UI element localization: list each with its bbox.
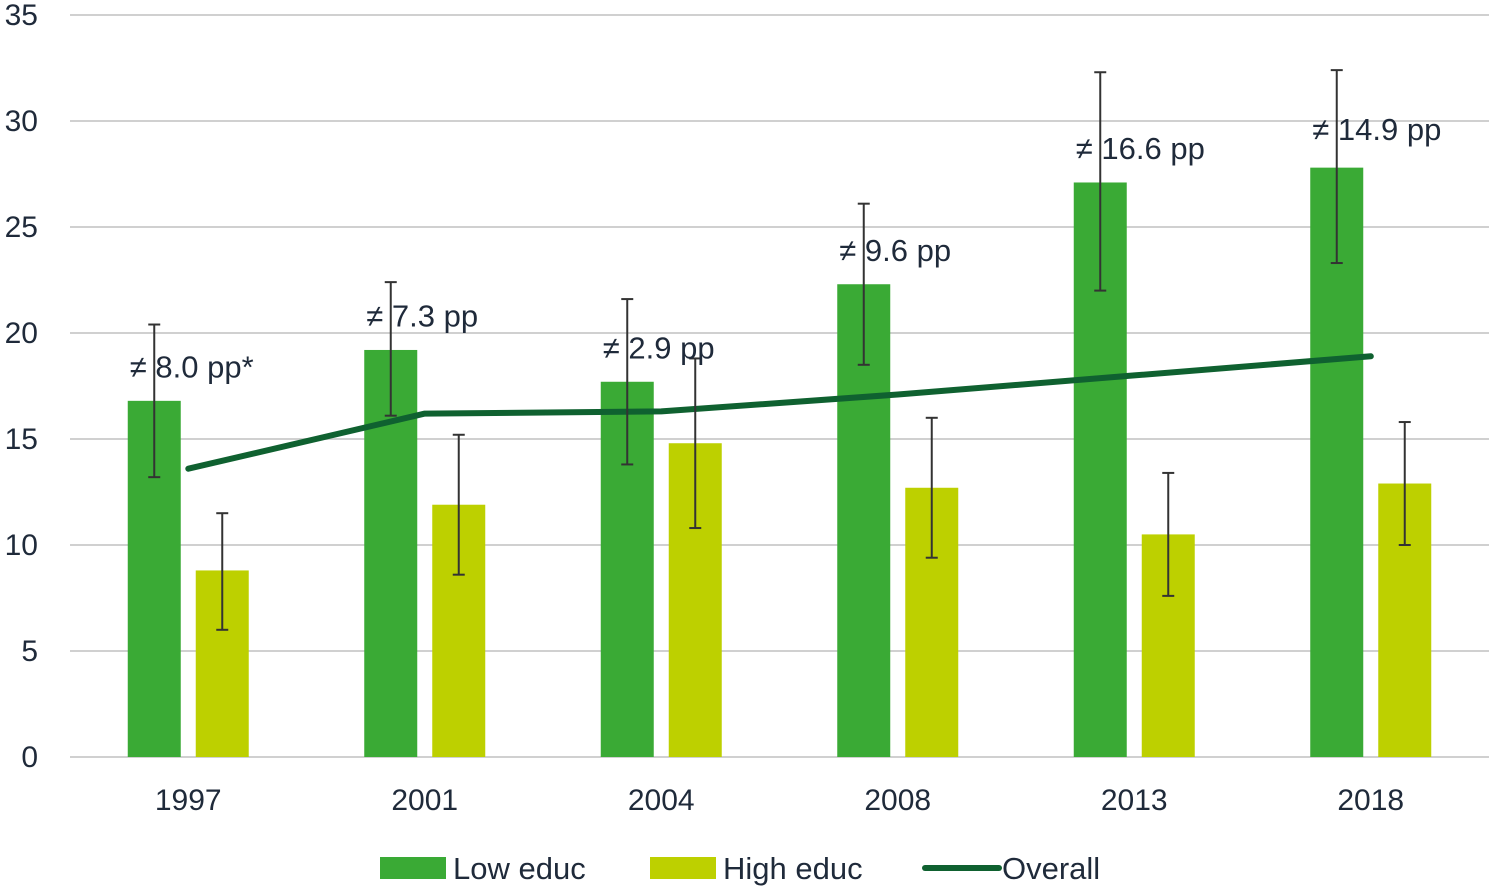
line-series-overall <box>185 353 1374 472</box>
gap-annotations: ≠ 8.0 pp* ≠ 7.3 pp ≠ 2.9 pp ≠ 9.6 pp ≠ 16.6 … <box>130 112 1442 384</box>
y-tick-label: 25 <box>5 211 38 244</box>
y-tick-label: 5 <box>21 635 38 668</box>
gap-annotation-2013: ≠ 16.6 pp <box>1076 131 1205 166</box>
bars <box>127 167 1432 758</box>
y-tick-label: 10 <box>5 529 38 562</box>
error-bar-low-educ-2004 <box>621 298 634 466</box>
error-bar-low-educ-2001 <box>384 281 397 417</box>
error-bar-high-educ-2008 <box>925 416 938 559</box>
gap-annotation-2001: ≠ 7.3 pp <box>366 299 478 334</box>
x-tick-label-2018: 2018 <box>1337 784 1404 817</box>
legend-item-overall: Overall <box>922 851 1100 886</box>
gap-annotation-1997: ≠ 8.0 pp* <box>130 350 254 385</box>
gridlines <box>70 14 1489 758</box>
y-tick-label: 35 <box>5 0 38 32</box>
legend-swatch <box>650 857 716 879</box>
error-bar-low-educ-2008 <box>857 202 870 366</box>
overall-line <box>185 353 1374 472</box>
x-tick-label-2001: 2001 <box>391 784 458 817</box>
x-tick-label-2013: 2013 <box>1101 784 1168 817</box>
y-axis-ticks: 0 5 10 15 20 25 30 35 <box>5 0 38 774</box>
bar-low-educ-2018 <box>1310 167 1364 757</box>
y-tick-label: 30 <box>5 105 38 138</box>
x-tick-label-1997: 1997 <box>155 784 222 817</box>
error-bar-low-educ-2018 <box>1330 69 1343 265</box>
gap-annotation-2018: ≠ 14.9 pp <box>1312 112 1441 147</box>
error-bars <box>148 69 1411 631</box>
legend-label: Overall <box>1002 851 1100 886</box>
error-bar-high-educ-2001 <box>452 433 465 576</box>
y-tick-label: 0 <box>21 741 38 774</box>
error-bar-high-educ-2004 <box>689 357 702 530</box>
x-tick-label-2008: 2008 <box>864 784 931 817</box>
gap-annotation-2008: ≠ 9.6 pp <box>839 233 951 268</box>
y-tick-label: 20 <box>5 317 38 350</box>
legend-swatch <box>380 857 446 879</box>
error-bar-high-educ-2013 <box>1162 471 1175 597</box>
legend: Low educ High educ Overall <box>380 851 1100 886</box>
y-tick-label: 15 <box>5 423 38 456</box>
error-bar-high-educ-1997 <box>216 512 229 631</box>
x-axis-ticks: 1997 2001 2004 2008 2013 2018 <box>155 784 1404 817</box>
x-tick-label-2004: 2004 <box>628 784 695 817</box>
error-bar-low-educ-1997 <box>148 323 161 479</box>
legend-label: High educ <box>723 851 863 886</box>
gap-annotation-2004: ≠ 2.9 pp <box>603 330 715 365</box>
legend-item-high-educ: High educ <box>650 851 863 886</box>
error-bar-high-educ-2018 <box>1398 421 1411 546</box>
error-bar-low-educ-2013 <box>1094 71 1107 292</box>
legend-label: Low educ <box>453 851 586 886</box>
legend-item-low-educ: Low educ <box>380 851 586 886</box>
